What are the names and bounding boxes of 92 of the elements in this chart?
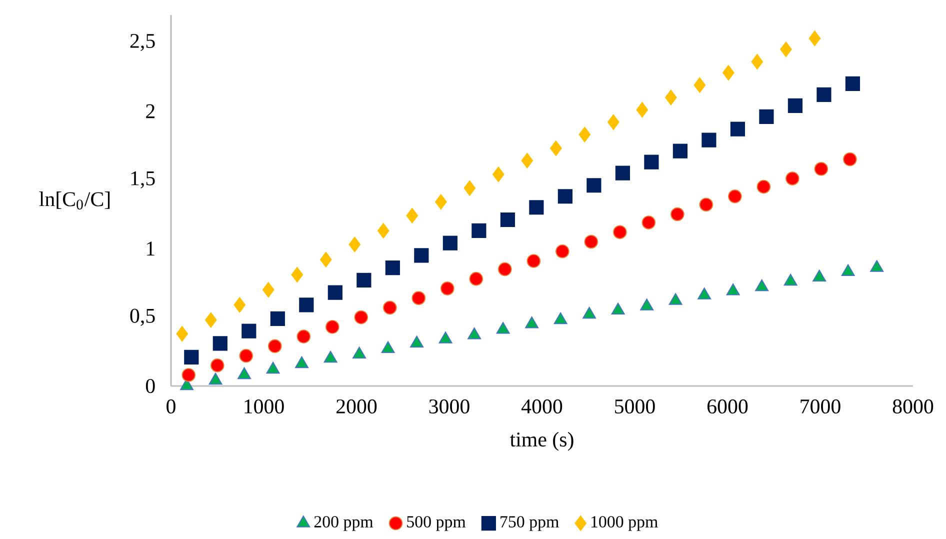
point [182,368,196,382]
point [442,236,458,250]
point [204,312,217,328]
x-axis-title: time (s) [510,432,574,451]
point [694,77,706,93]
point [498,262,512,276]
point [529,200,544,215]
point [492,166,504,182]
point [642,216,656,230]
legend-label: 500 ppm [407,516,466,531]
point [816,87,832,102]
point [586,178,602,193]
point [521,152,534,168]
point [210,358,224,372]
y-tick-label: 1 [147,242,154,256]
point [354,310,368,324]
point [578,126,591,142]
point [615,166,630,180]
point [440,282,454,296]
x-tick-label: 6000 [707,399,748,414]
point [268,339,282,354]
point [234,297,246,313]
point [382,300,397,315]
point [786,172,800,186]
point [320,252,332,268]
point [435,194,447,210]
point [556,244,570,258]
point [730,122,746,136]
point [406,208,418,224]
point [788,98,803,113]
point [239,348,254,363]
legend-label: 200 ppm [314,516,374,531]
point [613,225,627,239]
point [558,189,572,204]
point [262,282,274,298]
point [756,180,771,194]
point [325,320,340,334]
point [780,42,792,58]
legend-label: 1000 ppm [591,516,658,531]
point [728,189,742,204]
y-tick-label: 1,5 [131,171,155,188]
point [699,198,714,212]
point [550,140,562,156]
point [212,336,228,351]
point [526,254,541,268]
point [500,212,515,228]
point [328,285,342,300]
point [702,132,716,148]
x-tick-label: 8000 [892,399,934,414]
point [808,30,821,46]
x-tick-label: 4000 [521,399,562,414]
point [296,330,311,344]
y-axis-title: ln[C$_{0}$/C] [39,192,110,210]
point [672,144,688,158]
x-tick-label: 3000 [429,399,470,414]
y-tick-label: 2,5 [130,34,155,52]
x-tick-label: 5000 [615,399,655,414]
point [845,76,860,91]
point [356,272,372,288]
point [843,152,857,166]
point [636,102,648,118]
point [291,267,304,282]
point [472,223,486,238]
point [644,154,659,170]
point [608,114,620,130]
x-tick-label: 0 [166,399,176,414]
x-tick-label: 2000 [336,399,377,414]
point [759,109,774,124]
point [348,236,361,252]
point [414,248,429,263]
point [464,180,476,196]
point [378,223,390,238]
point [242,324,256,338]
legend-label: 750 ppm [500,516,559,531]
point [814,162,828,176]
y-tick-label: 0,5 [130,308,155,326]
point [670,207,684,222]
point [751,54,764,70]
point [665,90,677,106]
y-tick-label: 2 [146,104,154,118]
point [299,298,314,312]
y-tick-label: 0 [146,378,155,394]
x-tick-label: 7000 [800,399,840,414]
point [584,234,598,249]
point [184,350,199,364]
point [385,260,400,276]
point [722,65,734,80]
point [412,291,426,305]
x-tick-label: 1000 [244,399,284,414]
point [469,272,484,286]
point [270,311,285,326]
point [176,326,188,342]
